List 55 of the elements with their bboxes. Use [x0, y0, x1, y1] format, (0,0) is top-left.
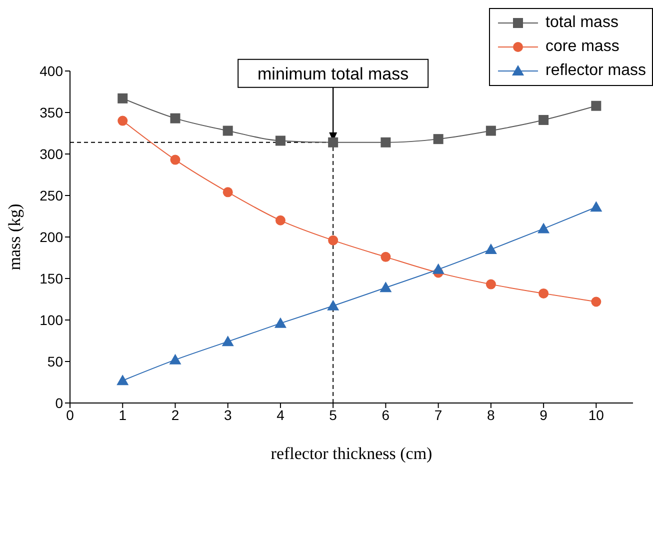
x-tick-label: 0	[66, 406, 74, 423]
point	[116, 374, 129, 386]
y-tick-label: 100	[40, 312, 64, 328]
point	[433, 134, 444, 144]
point	[328, 137, 338, 148]
point	[486, 126, 496, 136]
point	[222, 187, 233, 198]
x-tick-label: 2	[171, 406, 180, 423]
point	[590, 201, 602, 212]
y-tick-label: 50	[47, 353, 64, 370]
point	[538, 114, 549, 125]
x-tick-label: 7	[434, 406, 442, 423]
x-tick-label: 1	[118, 406, 127, 423]
x-tick-label: 8	[487, 406, 496, 423]
point	[432, 263, 444, 274]
point	[222, 126, 233, 136]
x-tick-label: 9	[540, 406, 548, 423]
point	[484, 243, 497, 254]
y-tick-label: 200	[40, 228, 64, 245]
point	[380, 282, 392, 292]
point	[327, 300, 340, 310]
point	[328, 235, 338, 246]
x-axis-title: reflector thickness (cm)	[270, 444, 432, 463]
y-tick-label: 300	[40, 146, 64, 162]
y-axis-title: mass (kg)	[5, 204, 24, 270]
point	[591, 100, 602, 111]
y-tick-label: 0	[55, 394, 64, 411]
point	[170, 113, 180, 124]
point	[274, 317, 286, 328]
point	[380, 137, 391, 148]
point	[118, 93, 128, 104]
legend-label: reflector mass	[546, 62, 646, 80]
point	[380, 252, 391, 262]
point	[486, 279, 496, 290]
point	[275, 215, 286, 226]
y-tick-label: 400	[40, 62, 64, 79]
legend-label: core mass	[546, 38, 620, 56]
x-tick-label: 6	[382, 406, 390, 423]
x-tick-label: 5	[329, 406, 338, 423]
y-tick-label: 350	[40, 104, 64, 120]
point	[222, 336, 234, 346]
point	[118, 116, 128, 126]
x-tick-label: 3	[224, 406, 232, 423]
legend-label: total mass	[546, 14, 618, 32]
point	[170, 154, 180, 165]
annotation: minimum total mass	[258, 64, 409, 84]
point	[538, 288, 549, 298]
x-tick-label: 10	[588, 406, 604, 423]
y-tick-label: 250	[40, 187, 64, 204]
point	[538, 222, 550, 234]
point	[591, 296, 602, 307]
point	[169, 354, 182, 364]
y-tick-label: 150	[40, 270, 64, 286]
point	[275, 136, 286, 146]
x-tick-label: 4	[276, 406, 285, 423]
